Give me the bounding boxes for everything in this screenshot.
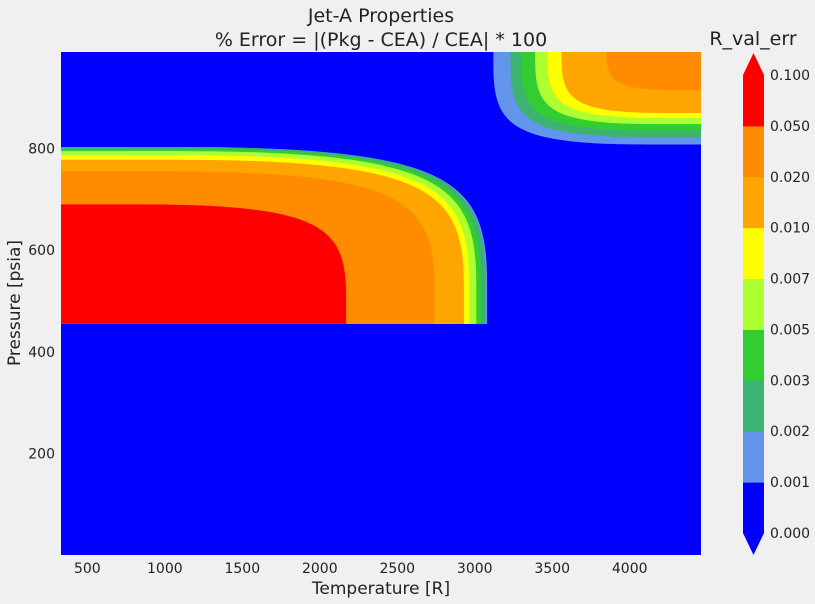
colorbar-tick-label: 0.000 (770, 526, 810, 542)
x-tick-label: 2500 (379, 561, 415, 577)
x-tick-label: 500 (74, 561, 101, 577)
y-axis-ticks: 200 400 600 800 (28, 142, 55, 463)
chart-subtitle: % Error = |(Pkg - CEA) / CEA| * 100 (215, 29, 547, 51)
colorbar-tick-label: 0.050 (770, 119, 810, 135)
colorbar-extend-min (743, 533, 764, 555)
x-tick-label: 1500 (224, 561, 260, 577)
y-tick-label: 600 (28, 243, 55, 259)
colorbar-segment (743, 431, 764, 483)
colorbar-tick-label: 0.100 (770, 68, 810, 84)
plot-area (61, 52, 701, 555)
colorbar-segment (743, 227, 764, 280)
colorbar-tick-label: 0.020 (770, 170, 810, 186)
x-axis-label: Temperature [R] (311, 579, 450, 599)
colorbar-extend-max (743, 53, 764, 75)
colorbar-title: R_val_err (709, 28, 797, 50)
x-tick-label: 4000 (612, 561, 648, 577)
colorbar-segment (743, 482, 764, 534)
y-tick-label: 200 (28, 446, 55, 462)
colorbar-tick-label: 0.002 (770, 424, 810, 440)
colorbar (743, 53, 764, 555)
colorbar-segment (743, 329, 764, 381)
colorbar-segment (743, 176, 764, 229)
contour-band-upper-right-6 (606, 52, 701, 91)
x-tick-label: 2000 (302, 561, 338, 577)
y-tick-label: 400 (28, 345, 55, 361)
y-tick-label: 800 (28, 142, 55, 158)
colorbar-tick-label: 0.001 (770, 475, 810, 491)
colorbar-segment (743, 278, 764, 330)
contour-band-lower-left-7 (61, 204, 347, 324)
colorbar-tick-label: 0.010 (770, 221, 810, 237)
x-tick-label: 1000 (147, 561, 183, 577)
colorbar-segment (743, 125, 764, 178)
x-tick-label: 3500 (534, 561, 570, 577)
x-axis-ticks: 500 1000 1500 2000 2500 3000 3500 4000 (74, 561, 648, 577)
x-tick-label: 3000 (457, 561, 493, 577)
colorbar-segment (743, 380, 764, 432)
chart-title: Jet-A Properties (307, 5, 454, 27)
colorbar-tick-label: 0.007 (770, 272, 810, 288)
colorbar-labels: 0.000 0.001 0.002 0.003 0.005 0.007 0.010 0.020… (770, 68, 810, 542)
colorbar-tick-label: 0.005 (770, 322, 810, 338)
colorbar-segment (743, 75, 764, 127)
y-axis-label: Pressure [psia] (5, 240, 25, 366)
colorbar-tick-label: 0.003 (770, 373, 810, 389)
